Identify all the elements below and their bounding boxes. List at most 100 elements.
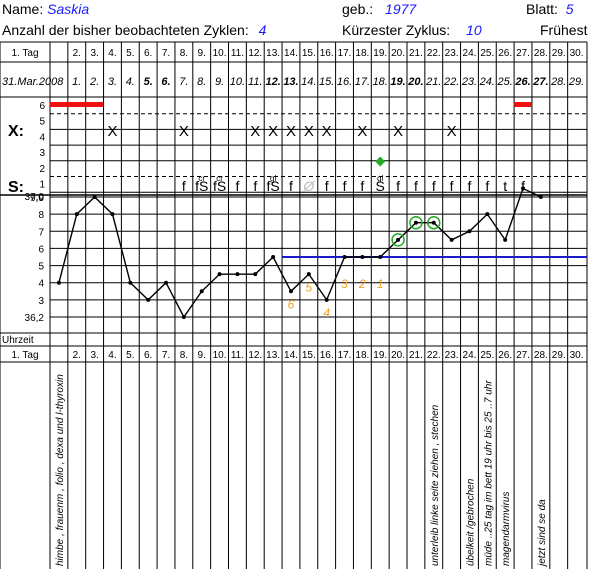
day-number: 9. [198, 48, 206, 59]
x-mark: X [286, 123, 296, 140]
bleeding-scale-label: 6 [39, 101, 45, 112]
temp-scale-label: 3 [38, 296, 44, 307]
day-number: 11. [231, 48, 244, 59]
x-mark: X [250, 123, 260, 140]
day-number: 11. [231, 350, 244, 361]
day-number: 21. [409, 350, 423, 361]
day-number: 8. [180, 350, 188, 361]
s-mark: f [325, 178, 329, 194]
born-row: geb.: 1977 [342, 1, 416, 17]
x-row-label: S: [8, 179, 24, 196]
date-label: 2. [89, 76, 99, 88]
temperature-point [128, 280, 133, 285]
s-mark: f [414, 178, 418, 194]
date-label: 25. [497, 76, 513, 88]
day-number: 22. [427, 350, 441, 361]
day-number: 25. [480, 350, 494, 361]
first-day-label: 1. Tag [11, 48, 38, 59]
date-label: 8. [197, 76, 206, 88]
s-mark: fS [195, 178, 208, 194]
x-mark: X [304, 123, 314, 140]
s-mark: f [235, 178, 239, 194]
temp-scale-label: 37,0 [25, 192, 45, 203]
s-mark: f [468, 178, 472, 194]
temperature-point [485, 212, 490, 217]
bleeding-bar [514, 102, 532, 107]
shortest-value[interactable]: 10 [466, 22, 482, 38]
day-number: 23. [445, 350, 459, 361]
day-number: 5. [126, 350, 134, 361]
day-number: 19. [373, 48, 387, 59]
date-label: 17. [355, 76, 370, 88]
day-note: himbe , frauenm , folio , dexa und l-thy… [55, 374, 66, 566]
peak-marker [375, 156, 386, 167]
day-number: 10. [213, 350, 227, 361]
date-label: 29. [568, 76, 584, 88]
day-number: 18. [355, 350, 369, 361]
date-label: 10. [230, 76, 245, 88]
uhrzeit-label: Uhrzeit [2, 335, 34, 346]
day-number: 28. [534, 48, 548, 59]
day-number: 4. [108, 350, 116, 361]
temperature-point [431, 220, 436, 225]
temperature-point [467, 229, 472, 234]
shortest-row: Kürzester Zyklus: 10 [342, 22, 482, 38]
date-label: 22. [443, 76, 459, 88]
day-note: übelkeit /gebrochen [465, 478, 476, 566]
day-number: 13. [266, 350, 280, 361]
day-number: 24. [463, 350, 477, 361]
day-number: 21. [409, 48, 423, 59]
bleeding-scale-label: 4 [39, 132, 45, 143]
day-note: unterleib linke seite ziehen , stechen [430, 404, 441, 566]
temp-scale-label: 7 [38, 227, 44, 238]
date-label: 7. [179, 76, 188, 88]
temperature-point [521, 186, 526, 191]
x-mark: X [107, 123, 117, 140]
count-label: 5 [305, 280, 312, 294]
temp-scale-label: 8 [38, 210, 44, 221]
born-value[interactable]: 1977 [385, 1, 417, 17]
born-label: geb.: [342, 1, 374, 17]
sheet-value[interactable]: 5 [565, 1, 574, 17]
day-note: magendarmvirus [501, 492, 512, 566]
day-number: 5. [126, 48, 134, 59]
temperature-point [146, 297, 151, 302]
s-mark: f [521, 178, 525, 194]
circled-point [391, 233, 405, 247]
date-label: 6. [161, 76, 170, 88]
temperature-point [413, 220, 418, 225]
date-label: 5. [144, 76, 153, 88]
day-number: 28. [534, 350, 548, 361]
day-number: 3. [90, 48, 98, 59]
s-mark: f [182, 178, 186, 194]
temperature-point [181, 315, 186, 319]
name-value[interactable]: Saskia [47, 1, 90, 17]
temperature-point [217, 272, 222, 277]
date-label: 9. [215, 76, 224, 88]
temperature-point [74, 212, 79, 217]
date-label: 23. [461, 76, 477, 88]
temp-scale-label: 9,0 [30, 193, 44, 204]
temperature-point [271, 255, 276, 259]
day-number: 15. [302, 48, 316, 59]
s-mark: fS [267, 178, 280, 194]
temp-scale-label: 9 [38, 193, 44, 204]
date-label: 26. [514, 76, 530, 88]
temperature-line [58, 187, 542, 319]
day-number: 8. [180, 48, 188, 59]
temperature-point [538, 195, 543, 199]
day-number: 30. [570, 48, 584, 59]
day-number: 4. [108, 48, 116, 59]
temp-scale-label: 36,2 [25, 313, 45, 324]
temperature-point [503, 237, 508, 242]
day-number: 19. [373, 350, 387, 361]
date-label: 3. [108, 76, 117, 88]
day-number: 16. [320, 48, 334, 59]
temperature-point [56, 280, 61, 285]
cycles-value[interactable]: 4 [258, 22, 267, 38]
x-mark: X [179, 123, 189, 140]
day-number: 13. [266, 48, 280, 59]
day-number: 6. [144, 350, 152, 361]
bleeding-bar [67, 102, 86, 107]
temperature-point [396, 237, 401, 242]
